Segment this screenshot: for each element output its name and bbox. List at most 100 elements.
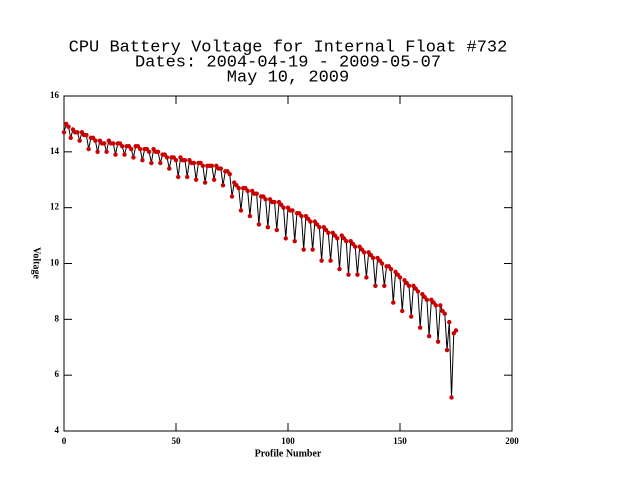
voltage-point xyxy=(182,158,188,163)
voltage-point xyxy=(400,308,405,314)
voltage-point xyxy=(238,208,244,213)
chart-date: May 10, 2009 xyxy=(227,68,349,87)
voltage-point xyxy=(191,160,197,166)
voltage-point xyxy=(281,205,286,210)
voltage-point xyxy=(113,152,118,157)
y-tick-label: 8 xyxy=(55,313,60,323)
voltage-point xyxy=(176,174,181,180)
voltage-point xyxy=(245,188,250,194)
voltage-point xyxy=(337,266,342,272)
voltage-point xyxy=(438,303,443,308)
y-tick-label: 12 xyxy=(50,202,60,212)
voltage-point xyxy=(317,225,322,230)
voltage-point xyxy=(200,163,206,168)
voltage-point xyxy=(158,160,163,166)
voltage-point xyxy=(93,138,98,143)
voltage-point xyxy=(236,185,241,191)
voltage-point xyxy=(373,283,378,289)
voltage-point xyxy=(292,238,297,244)
voltage-point xyxy=(218,166,223,171)
voltage-point xyxy=(272,199,277,205)
voltage-point xyxy=(137,146,143,152)
voltage-point xyxy=(104,149,109,155)
voltage-point xyxy=(328,258,333,263)
voltage-point xyxy=(426,333,432,339)
voltage-point xyxy=(335,236,340,241)
chart-subtitle: Dates: 2004-04-19 - 2009-05-07 xyxy=(135,53,441,72)
voltage-point xyxy=(344,238,349,244)
x-tick-label: 150 xyxy=(393,436,407,446)
voltage-point xyxy=(193,177,199,182)
voltage-point xyxy=(256,222,262,227)
voltage-point xyxy=(442,311,447,316)
voltage-point xyxy=(379,261,385,266)
voltage-point xyxy=(77,138,82,143)
y-tick-label: 10 xyxy=(50,258,60,268)
plot-frame xyxy=(63,95,513,432)
voltage-point xyxy=(449,395,454,400)
voltage-point xyxy=(453,328,459,333)
voltage-point xyxy=(254,191,259,196)
voltage-point xyxy=(417,325,423,330)
voltage-point xyxy=(220,183,226,188)
x-tick-label: 200 xyxy=(505,436,519,446)
voltage-point xyxy=(433,303,439,308)
voltage-point xyxy=(301,247,306,252)
voltage-point xyxy=(353,244,358,249)
voltage-point xyxy=(364,275,369,280)
voltage-line xyxy=(63,122,457,398)
voltage-point xyxy=(310,247,315,252)
voltage-point xyxy=(447,319,452,325)
voltage-point xyxy=(370,255,376,261)
voltage-point xyxy=(146,149,152,155)
chart-title: CPU Battery Voltage for Internal Float #… xyxy=(69,38,508,57)
voltage-point xyxy=(120,144,125,149)
voltage-point xyxy=(409,314,414,319)
voltage-point xyxy=(209,163,215,168)
voltage-point xyxy=(406,283,412,289)
x-tick-label: 50 xyxy=(172,436,182,446)
voltage-point xyxy=(424,297,430,302)
voltage-point xyxy=(122,152,127,157)
voltage-point xyxy=(388,266,394,272)
x-tick-label: 0 xyxy=(62,436,67,446)
voltage-point xyxy=(227,171,232,177)
y-tick-label: 4 xyxy=(55,425,60,435)
voltage-point xyxy=(346,272,351,277)
y-axis-label: Voltage xyxy=(31,247,42,279)
voltage-point xyxy=(299,213,304,219)
voltage-point xyxy=(229,194,235,199)
voltage-point xyxy=(149,160,154,166)
voltage-point xyxy=(355,272,360,277)
voltage-point xyxy=(319,258,324,263)
voltage-point xyxy=(111,141,116,146)
voltage-point xyxy=(397,275,403,280)
voltage-point xyxy=(164,155,170,160)
voltage-point xyxy=(61,130,67,135)
x-tick-label: 100 xyxy=(281,436,295,446)
voltage-point xyxy=(308,219,313,224)
voltage-point xyxy=(131,155,136,160)
voltage-point xyxy=(66,124,71,129)
voltage-point xyxy=(86,146,91,152)
voltage-point xyxy=(185,174,190,180)
voltage-point xyxy=(391,300,396,305)
voltage-point xyxy=(263,197,268,202)
voltage-point xyxy=(140,158,145,163)
voltage-point xyxy=(155,149,161,155)
voltage-point xyxy=(129,146,134,152)
y-tick-label: 14 xyxy=(50,146,60,156)
voltage-point xyxy=(68,135,73,141)
voltage-point xyxy=(173,158,179,163)
voltage-point xyxy=(435,339,441,344)
voltage-point xyxy=(202,180,208,185)
voltage-point xyxy=(211,177,217,182)
voltage-point xyxy=(265,225,271,230)
y-tick-label: 6 xyxy=(55,369,60,379)
voltage-point xyxy=(247,213,253,219)
voltage-point xyxy=(290,208,295,213)
y-tick-label: 16 xyxy=(50,90,60,100)
voltage-point xyxy=(361,250,367,255)
voltage-point xyxy=(75,130,80,135)
